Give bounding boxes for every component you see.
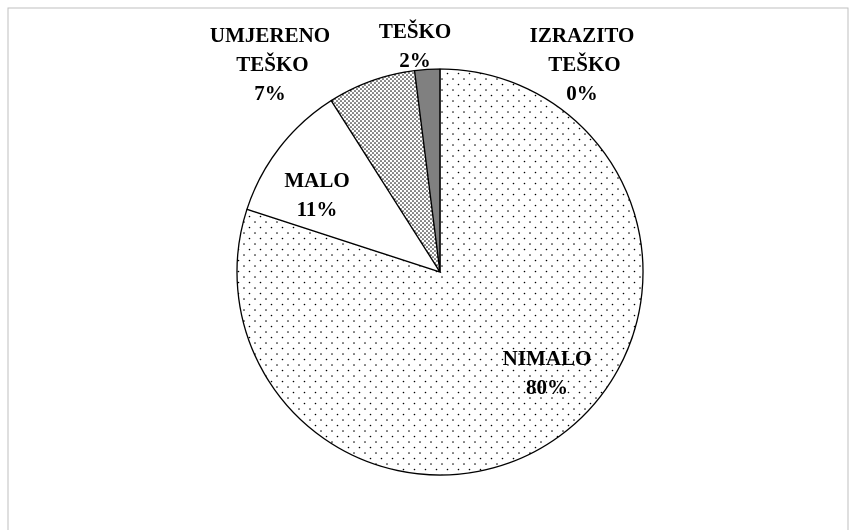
slice-label: TEŠKO [379, 19, 451, 43]
slice-label: IZRAZITO TEŠKO [530, 23, 635, 76]
value-label: 80% [526, 375, 568, 399]
chart-frame [7, 7, 849, 530]
value-label: 11% [297, 197, 338, 221]
slice-label: NIMALO [503, 346, 592, 370]
pie-slice [246, 99, 442, 274]
value-label: 2% [399, 48, 431, 72]
value-label: 0% [566, 81, 598, 105]
slice-label: UMJERENO TEŠKO [210, 23, 330, 76]
value-label: 7% [254, 81, 286, 105]
slice-label: MALO [284, 168, 349, 192]
